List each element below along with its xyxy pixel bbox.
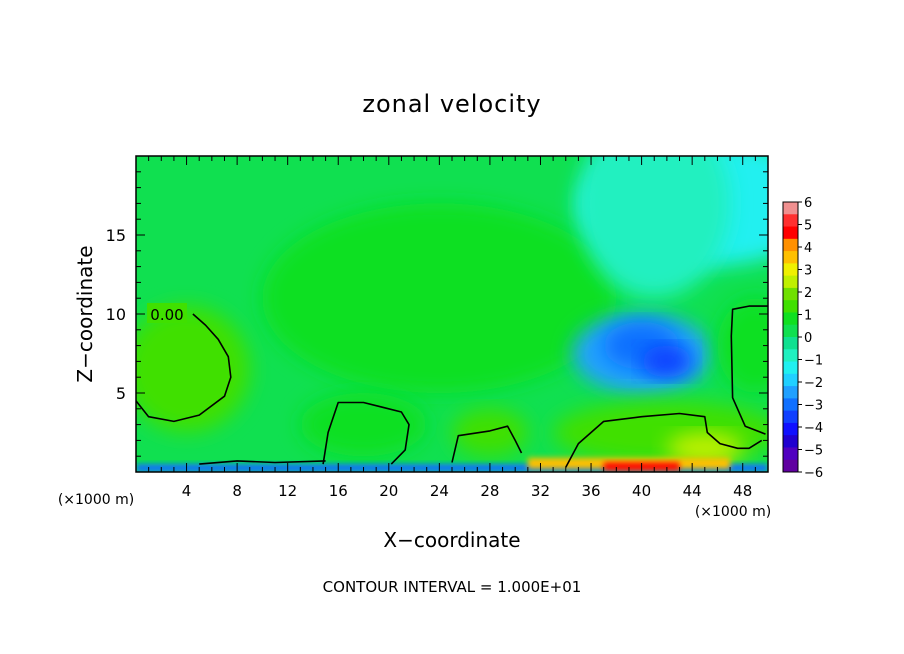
colorbar-segment [783,202,798,215]
colorbar-segment [783,238,798,252]
colorbar-tick-label: −2 [804,376,823,391]
field-region [136,306,250,433]
colorbar-tick-label: 0 [804,331,812,346]
colorbar-segment [783,275,798,289]
y-axis: 5 10 15 [106,171,768,457]
field-region [641,345,693,378]
colorbar-segment [783,459,798,473]
colorbar-tick-label: 3 [804,264,812,279]
x-unit-label-left: (×1000 m) [58,492,134,508]
colorbar-segment [783,435,798,448]
y-tick-label: 15 [106,226,126,245]
colorbar-segment [783,398,798,412]
colorbar-segment [783,349,798,363]
x-tick-label: 4 [182,482,192,500]
x-tick-label: 12 [278,482,297,500]
y-tick-label: 5 [116,384,126,403]
x-tick-label: 44 [683,482,702,500]
velocity-field [136,156,768,472]
contour-line [199,460,326,465]
field-region [452,408,528,457]
colorbar-segment [783,251,798,264]
field-region [578,156,731,299]
x-tick-label: 32 [531,482,550,500]
x-tick-label: 16 [329,482,348,500]
colorbar-tick-label: 2 [804,286,812,301]
x-tick-label: 28 [480,482,499,500]
y-axis-label: Z−coordinate [73,245,97,382]
contour-line [322,401,410,465]
contour-lines [136,305,768,468]
colorbar-segment [783,386,798,399]
colorbar-tick-label: −3 [804,399,823,414]
x-tick-label: 20 [379,482,398,500]
y-tick-label: 10 [106,305,126,324]
colorbar-segment [783,324,798,338]
x-tick-label: 40 [632,482,651,500]
colorbar-tick-label: −6 [804,466,823,481]
colorbar-segment [783,263,798,277]
colorbar-segment [783,226,798,240]
colorbar-tick-label: −1 [804,354,823,369]
colorbar-segment [783,410,798,424]
footer-note: CONTOUR INTERVAL = 1.000E+01 [323,578,582,596]
field-region [553,400,768,465]
x-tick-label: 48 [733,482,752,500]
contour-line [136,313,232,423]
x-unit-label-right: (×1000 m) [695,504,771,520]
x-axis: 4 8 12 16 20 24 28 32 36 40 44 48 [148,156,756,500]
colorbar-segment [783,373,798,387]
x-tick-label: 8 [232,482,242,500]
field-region [717,298,768,393]
chart-title: zonal velocity [362,90,541,118]
colorbar-segment [783,361,798,375]
field-region [300,393,427,457]
colorbar-tick-label: 6 [804,196,812,211]
colorbar-segment [783,337,798,350]
colorbar: 6 5 4 3 2 1 0 −1 −2 −3 −4 −5 −6 [782,196,823,481]
colorbar-segment [783,312,798,326]
contour-line [730,305,768,435]
colorbar-tick-label: 4 [804,241,812,256]
colorbar-segment [783,422,798,436]
colorbar-tick-label: −5 [804,444,823,459]
colorbar-tick-label: 5 [804,219,812,234]
contour-line [565,412,763,468]
contour-label: 0.00 [150,306,183,324]
colorbar-segment [783,287,798,301]
colorbar-segment [783,300,798,313]
colorbar-segment [783,214,798,228]
field-region [666,432,743,465]
contour-line [451,425,523,463]
x-tick-label: 36 [581,482,600,500]
colorbar-segment [783,447,798,461]
colorbar-tick-label: 1 [804,309,812,324]
x-axis-label: X−coordinate [383,528,520,552]
contour-label-bg [147,303,187,323]
x-tick-label: 24 [430,482,449,500]
field-region [262,203,617,393]
colorbar-tick-label: −4 [804,421,823,436]
